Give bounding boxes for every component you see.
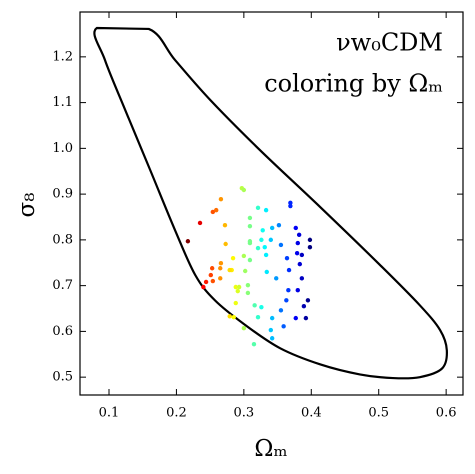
- point: [255, 205, 261, 211]
- point: [241, 187, 247, 193]
- point: [260, 228, 265, 233]
- point: [227, 267, 232, 273]
- point: [203, 279, 209, 285]
- point: [263, 252, 269, 258]
- annotation: coloring by Ωₘ: [264, 70, 443, 98]
- point: [278, 242, 284, 248]
- y-tick-label: 0.9: [52, 187, 73, 202]
- point: [262, 244, 267, 250]
- point: [247, 257, 253, 263]
- point: [208, 272, 214, 278]
- point: [305, 298, 311, 303]
- x-tick-label: 0.4: [301, 406, 322, 421]
- point: [230, 255, 236, 261]
- point: [263, 207, 269, 213]
- point: [295, 240, 300, 246]
- point: [245, 282, 251, 288]
- point: [295, 288, 300, 293]
- point: [299, 276, 305, 281]
- point: [278, 308, 284, 313]
- point: [259, 304, 264, 310]
- point: [251, 342, 257, 347]
- point: [297, 261, 303, 267]
- point: [255, 315, 261, 320]
- point: [299, 252, 305, 258]
- point: [255, 245, 261, 251]
- x-tick-label: 0.6: [436, 406, 457, 421]
- contour: [93, 26, 448, 380]
- x-tick-label: 0.3: [234, 406, 255, 421]
- point: [247, 215, 253, 221]
- plot-frame: [79, 11, 464, 396]
- y-tick-label: 1.1: [52, 95, 73, 110]
- point: [218, 266, 223, 271]
- point: [210, 278, 216, 284]
- point: [233, 300, 238, 306]
- point: [286, 288, 291, 293]
- point: [223, 241, 228, 247]
- point: [296, 232, 302, 238]
- point: [303, 315, 309, 321]
- point: [231, 315, 236, 320]
- y-tick-label: 0.5: [52, 370, 73, 385]
- point: [269, 336, 275, 341]
- x-tick-label: 0.1: [99, 406, 120, 421]
- point: [252, 303, 257, 308]
- y-axis-label: σ₈: [14, 193, 40, 218]
- point: [286, 267, 292, 273]
- point: [268, 237, 274, 243]
- point: [293, 225, 298, 231]
- y-tick-label: 1.2: [52, 49, 73, 64]
- point: [185, 239, 191, 244]
- point: [209, 266, 215, 271]
- point: [222, 223, 228, 228]
- point: [218, 261, 224, 266]
- point: [210, 209, 216, 215]
- point: [288, 203, 293, 209]
- point: [307, 244, 313, 250]
- point: [241, 325, 247, 331]
- y-tick-label: 1.0: [52, 141, 73, 156]
- point: [284, 255, 290, 261]
- x-axis-label: Ωₘ: [254, 436, 287, 462]
- point: [218, 196, 224, 202]
- point: [236, 284, 242, 290]
- point: [214, 207, 219, 213]
- point: [307, 237, 313, 243]
- point: [245, 290, 251, 296]
- point: [276, 223, 282, 228]
- point: [281, 324, 286, 329]
- point: [243, 268, 248, 274]
- point: [274, 276, 279, 281]
- point: [294, 250, 300, 256]
- x-tick-label: 0.5: [368, 406, 389, 421]
- point: [284, 298, 289, 303]
- y-tick-label: 0.7: [52, 278, 73, 293]
- point: [197, 220, 203, 226]
- point: [201, 284, 206, 290]
- y-tick-label: 0.8: [52, 232, 73, 247]
- y-tick-label: 0.6: [52, 324, 73, 339]
- point: [241, 253, 247, 259]
- point: [227, 314, 232, 319]
- annotation: νw₀CDM: [336, 29, 443, 57]
- point: [247, 223, 253, 229]
- point: [233, 284, 238, 290]
- point: [269, 225, 275, 231]
- point: [259, 237, 264, 243]
- point: [301, 304, 307, 309]
- point: [288, 200, 293, 206]
- point: [269, 315, 275, 321]
- point: [268, 327, 274, 333]
- point: [264, 269, 269, 275]
- x-tick-label: 0.2: [166, 406, 187, 421]
- point: [247, 240, 253, 246]
- point: [293, 315, 298, 321]
- point: [235, 288, 240, 294]
- point: [218, 276, 223, 281]
